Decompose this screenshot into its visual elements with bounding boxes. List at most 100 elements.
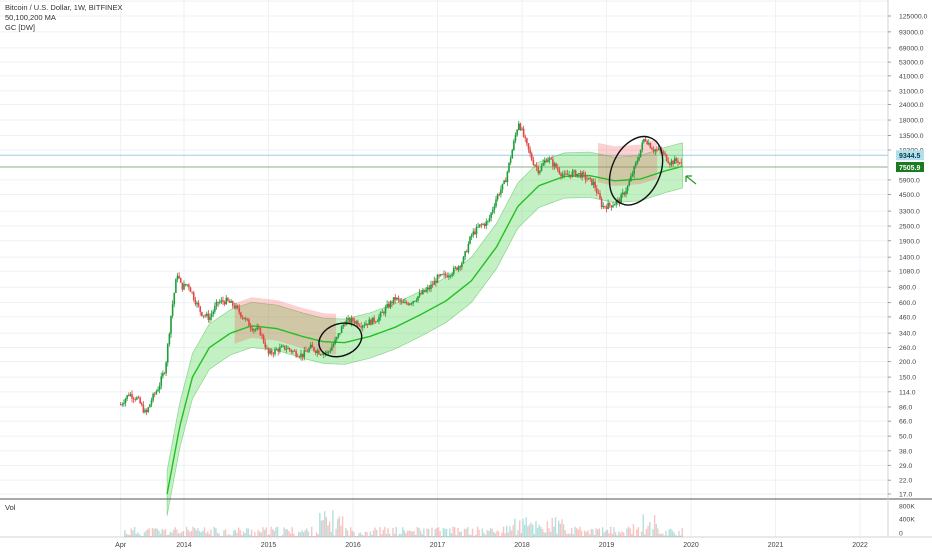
candle-body xyxy=(378,316,380,322)
x-tick-label: 2014 xyxy=(176,542,192,549)
volume-bar xyxy=(254,531,256,537)
candle-body xyxy=(561,174,564,177)
volume-bar xyxy=(127,534,129,537)
candle-body xyxy=(514,135,517,141)
candle-body xyxy=(576,173,579,177)
volume-bar xyxy=(304,530,306,537)
candle-body xyxy=(274,349,276,355)
candle-body xyxy=(280,346,283,348)
volume-bar xyxy=(197,528,199,537)
candle-body xyxy=(397,297,400,300)
volume-bar xyxy=(278,536,280,537)
volume-bar xyxy=(611,533,614,537)
volume-bar xyxy=(393,533,396,537)
volume-bar xyxy=(272,529,274,537)
volume-bar xyxy=(593,534,596,537)
candle-body xyxy=(389,301,392,308)
candle-body xyxy=(659,148,661,151)
volume-bar xyxy=(480,535,482,537)
y-tick-label: 24000.0 xyxy=(899,102,924,109)
annotation-arrow xyxy=(685,175,697,185)
candle-body xyxy=(392,297,395,304)
volume-bar xyxy=(189,532,191,537)
candle-body xyxy=(192,292,195,300)
candle-body xyxy=(204,315,206,317)
volume-bar xyxy=(140,535,142,537)
candle-body xyxy=(534,164,536,166)
candle-body xyxy=(626,185,629,191)
candle-body xyxy=(337,333,340,338)
volume-tick-label: 400K xyxy=(899,517,915,524)
candle-body xyxy=(170,315,172,334)
volume-bar xyxy=(413,530,415,537)
candle-body xyxy=(207,313,210,320)
candle-body xyxy=(657,148,660,150)
candle-body xyxy=(558,169,561,174)
volume-bar xyxy=(588,534,591,537)
candle-body xyxy=(556,167,559,170)
candle-body xyxy=(405,302,408,304)
candle-body xyxy=(360,326,362,328)
volume-bar xyxy=(405,532,407,537)
candle-body xyxy=(241,316,244,318)
candle-body xyxy=(149,404,151,408)
candle-body xyxy=(446,275,449,278)
candle-body xyxy=(150,400,153,405)
candle-body xyxy=(573,170,575,172)
volume-bar xyxy=(358,533,360,537)
volume-bar xyxy=(314,536,316,537)
volume-bar xyxy=(663,535,666,537)
candle-body xyxy=(296,356,299,357)
candle-body xyxy=(630,176,632,182)
volume-bar xyxy=(527,526,529,537)
candle-body xyxy=(225,297,228,305)
volume-bar xyxy=(164,529,167,537)
volume-bar xyxy=(364,531,367,537)
volume-bar xyxy=(561,519,563,537)
candle-body xyxy=(142,404,145,413)
candle-body xyxy=(413,301,416,302)
y-tick-label: 18000.0 xyxy=(899,118,924,125)
candle-body xyxy=(602,205,605,208)
candle-body xyxy=(295,351,297,357)
candle-body xyxy=(451,274,453,276)
candle-body xyxy=(311,344,314,348)
candle-body xyxy=(457,266,460,270)
candle-body xyxy=(477,226,479,228)
volume-bar xyxy=(423,528,425,537)
volume-bar xyxy=(168,534,170,537)
volume-bar xyxy=(470,534,472,537)
volume-bar xyxy=(229,535,232,537)
volume-bar xyxy=(298,531,300,537)
candle-body xyxy=(581,172,583,178)
volume-bar xyxy=(293,533,295,537)
volume-bar xyxy=(341,516,344,537)
volume-bar xyxy=(536,528,539,537)
volume-bar xyxy=(429,536,432,537)
candle-body xyxy=(121,404,124,405)
volume-bar xyxy=(645,528,648,537)
candle-body xyxy=(316,350,319,353)
candle-body xyxy=(340,326,343,333)
candle-body xyxy=(160,376,163,386)
y-tick-label: 29.0 xyxy=(899,463,912,470)
volume-bar xyxy=(668,529,670,537)
volume-bar xyxy=(660,533,662,537)
volume-bar xyxy=(575,528,578,537)
candle-body xyxy=(579,173,582,178)
volume-bar xyxy=(551,517,553,537)
candle-body xyxy=(353,321,356,324)
candle-body xyxy=(246,318,249,320)
volume-bar xyxy=(483,532,485,537)
candle-body xyxy=(677,160,679,163)
volume-bar xyxy=(523,524,526,537)
volume-bar xyxy=(507,532,510,537)
candle-body xyxy=(290,349,293,352)
volume-bar xyxy=(462,536,464,537)
volume-bar xyxy=(540,526,542,537)
candle-body xyxy=(272,353,275,355)
volume-bar xyxy=(460,531,462,537)
candle-body xyxy=(452,267,455,275)
